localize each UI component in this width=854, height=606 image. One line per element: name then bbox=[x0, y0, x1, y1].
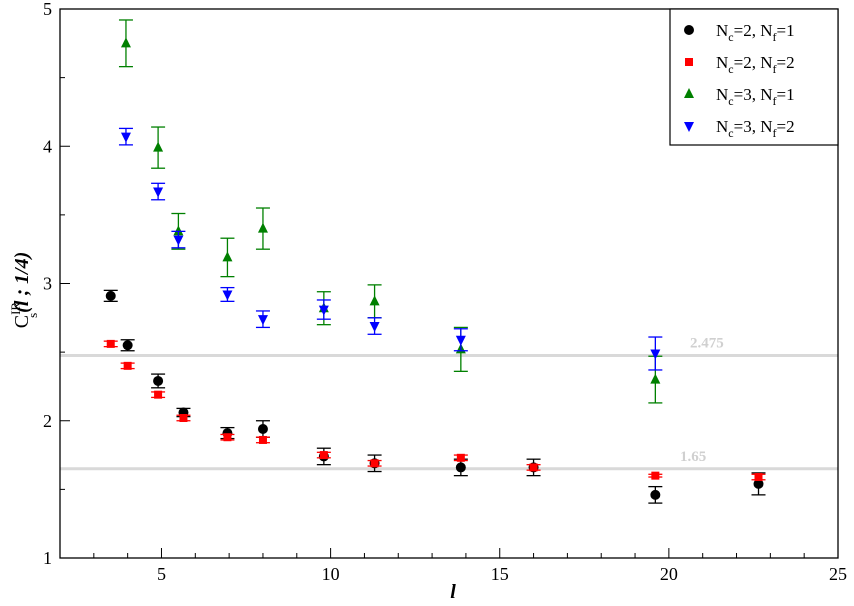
legend-text-part: f bbox=[772, 126, 776, 140]
data-point bbox=[650, 489, 661, 500]
y-axis-title-main: C bbox=[11, 315, 33, 328]
legend-text-part: f bbox=[772, 62, 776, 76]
data-point bbox=[257, 222, 268, 233]
y-axis-title-sub: s bbox=[25, 313, 40, 318]
legend-marker bbox=[685, 58, 693, 66]
data-point bbox=[456, 453, 465, 462]
data-point bbox=[105, 290, 116, 301]
x-tick-label: 15 bbox=[491, 564, 509, 584]
data-point bbox=[173, 235, 184, 246]
x-tick-label: 10 bbox=[322, 564, 340, 584]
legend-text-part: N bbox=[716, 53, 728, 72]
data-point bbox=[179, 414, 188, 423]
data-point bbox=[370, 459, 379, 468]
axes: 5 10 15 20 25 1 2 3 4 5 bbox=[43, 0, 847, 584]
data-layer bbox=[103, 19, 766, 504]
legend-text-part: c bbox=[728, 94, 733, 108]
data-point bbox=[369, 295, 380, 306]
data-point bbox=[120, 37, 131, 48]
legend-text-part: f bbox=[772, 30, 776, 44]
data-point bbox=[529, 463, 538, 472]
legend-entry: Nc=2, Nf=1 bbox=[716, 21, 795, 44]
data-point bbox=[318, 305, 329, 316]
legend-text-part: =1 bbox=[776, 21, 794, 40]
legend-text-part: =1 bbox=[776, 85, 794, 104]
data-point bbox=[120, 132, 131, 143]
data-point bbox=[455, 462, 466, 473]
data-point bbox=[257, 315, 268, 326]
data-point bbox=[154, 390, 163, 399]
x-tick-label: 25 bbox=[829, 564, 847, 584]
legend-text-part: =3, N bbox=[734, 117, 773, 136]
y-axis-title-args: (l ; 1/4) bbox=[11, 252, 33, 313]
legend-text-part: =3, N bbox=[734, 85, 773, 104]
data-point bbox=[258, 435, 267, 444]
y-tick-label: 2 bbox=[43, 411, 52, 431]
series bbox=[103, 339, 766, 482]
legend-marker bbox=[684, 25, 694, 35]
data-point bbox=[369, 322, 380, 333]
data-point bbox=[222, 251, 233, 262]
series bbox=[103, 289, 766, 504]
legend-text-part: N bbox=[716, 117, 728, 136]
reference-line-label: 2.475 bbox=[690, 336, 724, 352]
legend-text-part: =2, N bbox=[734, 21, 773, 40]
data-point bbox=[123, 361, 132, 370]
legend-entry: Nc=3, Nf=1 bbox=[716, 85, 795, 108]
data-point bbox=[650, 373, 661, 384]
data-point bbox=[754, 473, 763, 482]
y-tick-label: 3 bbox=[43, 274, 52, 294]
y-tick-label: 5 bbox=[43, 0, 52, 19]
legend-text-part: =2 bbox=[776, 117, 794, 136]
data-point bbox=[122, 340, 133, 351]
data-point bbox=[106, 339, 115, 348]
legend-entry: Nc=3, Nf=2 bbox=[716, 117, 795, 140]
legend-text-part: =2 bbox=[776, 53, 794, 72]
data-point bbox=[319, 451, 328, 460]
reference-line-label: 1.65 bbox=[680, 449, 706, 465]
legend-text-part: c bbox=[728, 126, 733, 140]
legend-marker bbox=[684, 88, 694, 98]
legend-text-part: f bbox=[772, 94, 776, 108]
data-point bbox=[153, 375, 164, 386]
data-point bbox=[455, 335, 466, 346]
y-axis-title: CIRs(l ; 1/4) bbox=[8, 252, 40, 329]
series bbox=[118, 19, 663, 404]
legend-text-part: N bbox=[716, 21, 728, 40]
y-tick-label: 4 bbox=[43, 136, 52, 156]
data-point bbox=[257, 423, 268, 434]
legend-text-part: c bbox=[728, 30, 733, 44]
legend-text-part: c bbox=[728, 62, 733, 76]
legend-entry: Nc=2, Nf=2 bbox=[716, 53, 795, 76]
data-point bbox=[651, 471, 660, 480]
data-point bbox=[223, 433, 232, 442]
x-tick-label: 20 bbox=[660, 564, 678, 584]
svg-text:CIRs(l ; 1/4): CIRs(l ; 1/4) bbox=[8, 252, 40, 329]
data-point bbox=[753, 478, 764, 489]
legend: Nc=2, Nf=1Nc=2, Nf=2Nc=3, Nf=1Nc=3, Nf=2 bbox=[669, 8, 839, 146]
series bbox=[118, 127, 663, 371]
x-axis-title: l bbox=[450, 581, 456, 603]
y-axis-title-sup: IR bbox=[8, 302, 23, 315]
data-point bbox=[650, 349, 661, 360]
reference-lines: 2.475 1.65 bbox=[60, 336, 838, 471]
legend-text-part: =2, N bbox=[734, 53, 773, 72]
legend-box bbox=[669, 8, 839, 146]
data-point bbox=[153, 141, 164, 152]
legend-marker bbox=[684, 122, 694, 132]
legend-text-part: N bbox=[716, 85, 728, 104]
data-point bbox=[222, 290, 233, 301]
data-point bbox=[153, 187, 164, 198]
x-tick-label: 5 bbox=[157, 564, 166, 584]
y-tick-label: 1 bbox=[43, 548, 52, 568]
data-point bbox=[173, 225, 184, 236]
